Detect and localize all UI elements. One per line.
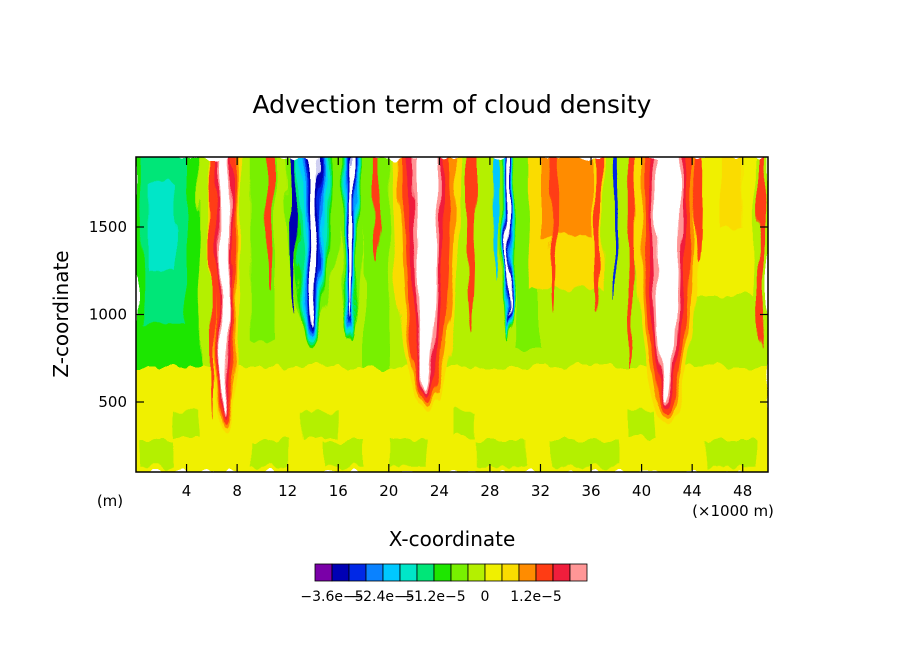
colorbar-swatch — [416, 563, 435, 582]
x-tick-label: 24 — [430, 482, 449, 500]
plot-area — [136, 157, 768, 472]
colorbar-label: 0 — [481, 589, 490, 605]
contour-band — [142, 440, 174, 467]
contour-plume — [415, 157, 438, 390]
contour-plume — [593, 157, 602, 315]
contour-plume — [219, 157, 230, 416]
colorbar-label: 1.2e−5 — [510, 589, 562, 605]
contour-band — [452, 410, 478, 437]
colorbar-swatch — [348, 563, 367, 582]
contour-plume — [549, 157, 557, 315]
contour-plume — [507, 157, 511, 317]
colorbar-swatch — [501, 563, 520, 582]
x-tick-label: 28 — [480, 482, 499, 500]
contour-plume — [613, 157, 619, 297]
y-axis: 500 1000 1500 — [89, 218, 768, 411]
contour-band — [717, 157, 743, 227]
contour-band — [553, 440, 617, 467]
contour-band — [704, 440, 756, 467]
x-tick-label: 4 — [182, 482, 192, 500]
y-tick-label: 1000 — [89, 306, 127, 324]
x-tick-label: 32 — [531, 482, 550, 500]
contour-band — [148, 183, 174, 271]
colorbar-swatch — [535, 563, 554, 582]
contour-plume — [694, 157, 703, 262]
contour-plume — [264, 157, 273, 289]
colorbar-swatch — [518, 563, 537, 582]
colorbar-swatch — [399, 563, 418, 582]
contour-plume — [465, 157, 477, 332]
colorbar-swatch — [569, 563, 588, 582]
contour-band — [388, 440, 427, 467]
colorbar-label: −3.6e−5 — [300, 589, 363, 605]
contour-band — [477, 440, 528, 467]
contour-plume — [372, 157, 380, 262]
contour-plume — [656, 157, 678, 402]
contour-plume — [209, 157, 215, 420]
colorbar-labels: −3.6e−5−2.4e−5−1.2e−5 0 1.2e−5 — [300, 589, 561, 605]
colorbar — [314, 563, 588, 582]
contour-plume — [290, 157, 298, 315]
contour-plume — [758, 157, 765, 350]
x-tick-label: 44 — [683, 482, 702, 500]
x-axis-label: X-coordinate — [389, 527, 516, 551]
colorbar-swatch — [314, 563, 333, 582]
y-axis-label: Z-coordinate — [49, 250, 73, 377]
colorbar-swatch — [450, 563, 469, 582]
x-tick-label: 48 — [733, 482, 752, 500]
contour-field — [136, 157, 768, 472]
y-tick-label: 500 — [98, 393, 127, 411]
colorbar-swatch — [552, 563, 571, 582]
x-tick-label: 20 — [379, 482, 398, 500]
colorbar-swatch — [433, 563, 452, 582]
x-unit-left: (m) — [97, 492, 123, 510]
colorbar-swatch — [365, 563, 384, 582]
contour-band — [540, 157, 592, 236]
chart-title: Advection term of cloud density — [253, 90, 652, 119]
contour-band — [300, 410, 339, 437]
colorbar-label: −2.4e−5 — [351, 589, 414, 605]
contour-plume — [627, 157, 636, 367]
contour-band — [249, 440, 288, 467]
colorbar-swatch — [382, 563, 401, 582]
x-axis: 4 8 12 16 20 24 28 32 36 40 44 48 — [182, 157, 752, 500]
x-unit-right: (×1000 m) — [692, 502, 774, 520]
x-tick-label: 16 — [329, 482, 348, 500]
contour-band — [628, 410, 655, 437]
y-tick-label: 1500 — [89, 218, 127, 236]
colorbar-swatch — [331, 563, 350, 582]
colorbar-swatch — [484, 563, 503, 582]
contour-band — [173, 410, 200, 437]
colorbar-label: −1.2e−5 — [402, 589, 465, 605]
x-tick-label: 8 — [232, 482, 242, 500]
contour-plume — [348, 157, 354, 320]
x-tick-label: 40 — [632, 482, 651, 500]
colorbar-swatch — [467, 563, 486, 582]
contour-plume — [308, 157, 318, 329]
x-tick-label: 36 — [581, 482, 600, 500]
contour-plume — [493, 157, 500, 280]
contour-band — [325, 440, 364, 467]
x-tick-label: 12 — [278, 482, 297, 500]
